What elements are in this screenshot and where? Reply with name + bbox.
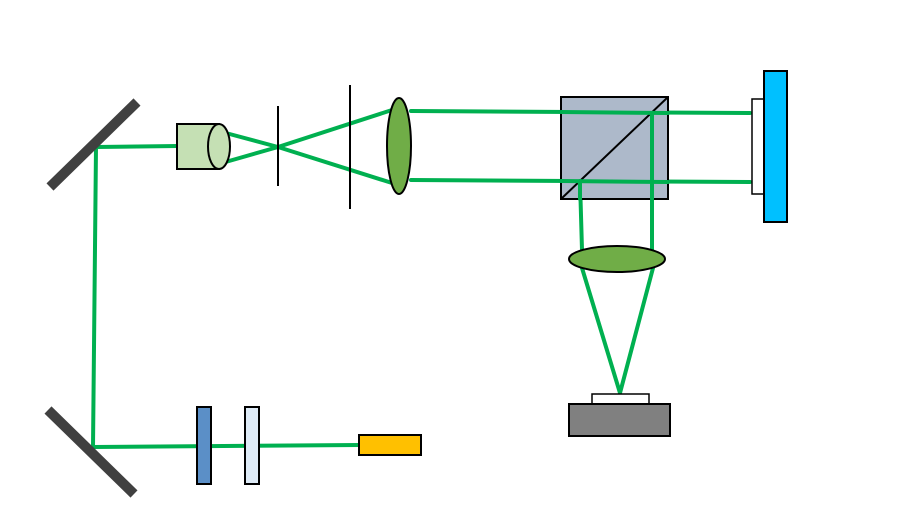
upper-mirror: [46, 98, 141, 191]
beam-over-cube: [559, 110, 670, 201]
laser-source: [358, 434, 422, 456]
objective-front-face: [207, 123, 231, 170]
collimating-lens: [386, 97, 412, 195]
waveplate-dark: [196, 406, 212, 485]
beam-laser-to-lower-mirror: [91, 443, 362, 449]
camera-body: [568, 403, 671, 437]
microscope-objective: [176, 123, 231, 170]
slm-panel: [763, 70, 788, 223]
lower-mirror: [44, 406, 138, 498]
camera: [568, 393, 671, 437]
beam-upper-mirror-to-objective: [94, 144, 180, 149]
beam-to-camera: [580, 266, 655, 395]
waveplate-light: [244, 406, 260, 485]
camera-window: [591, 393, 650, 405]
spatial-light-modulator: [751, 70, 788, 223]
beam-lower-to-upper-mirror: [91, 145, 98, 449]
imaging-lens: [568, 245, 666, 273]
